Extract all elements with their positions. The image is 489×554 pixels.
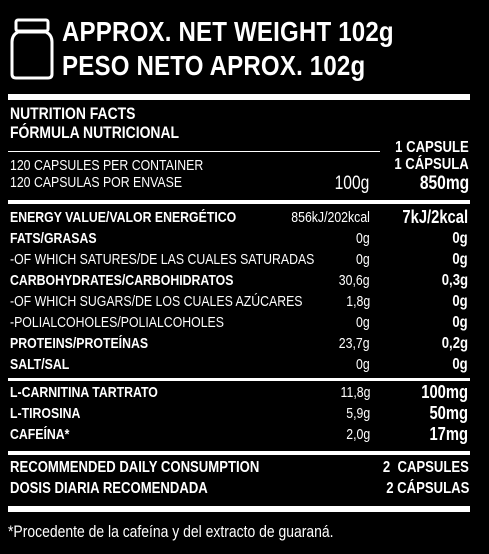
nutrient-per-capsule: 0,2g <box>441 335 468 352</box>
nutrient-row: SALT/SAL 0g 0g <box>8 354 470 375</box>
nutrient-row: PROTEINS/PROTEÍNAS 23,7g 0,2g <box>8 333 470 354</box>
title-divider <box>8 151 380 152</box>
capsules-per-container-es: 120 CAPSULAS POR ENVASE <box>10 174 183 191</box>
ingredient-per-capsule: 17mg <box>429 424 468 444</box>
nutrient-per100: 856kJ/202kcal <box>291 209 370 226</box>
net-weight-en: APPROX. NET WEIGHT 102g <box>62 16 394 47</box>
ingredient-row: L-TIROSINA 5,9g 50mg <box>8 403 470 424</box>
serving-size-es: 1 CÁPSULA <box>394 156 469 173</box>
nutrient-label: -POLIALCOHOLES/POLIALCOHOLES <box>10 314 224 331</box>
nutrient-per-capsule: 0g <box>452 251 468 268</box>
nutrient-row: FATS/GRASAS 0g 0g <box>8 228 470 249</box>
nutrient-row: CARBOHYDRATES/CARBOHIDRATOS 30,6g 0,3g <box>8 270 470 291</box>
nutrient-row: ENERGY VALUE/VALOR ENERGÉTICO 856kJ/202k… <box>8 207 470 228</box>
ingredient-label: CAFEÍNA* <box>10 426 70 443</box>
nutrient-per-capsule: 0,3g <box>441 272 468 289</box>
nutrient-per100: 0g <box>356 356 370 373</box>
nutrient-label: ENERGY VALUE/VALOR ENERGÉTICO <box>10 209 237 226</box>
serving-size-en: 1 CAPSULE <box>395 139 469 156</box>
nutrient-per100: 23,7g <box>339 335 370 352</box>
ingredient-row: CAFEÍNA* 2,0g 17mg <box>8 424 470 445</box>
nutrient-label: SALT/SAL <box>10 356 70 373</box>
nutrient-per-capsule: 0g <box>452 314 468 331</box>
facts-title-en: NUTRITION FACTS <box>10 104 136 123</box>
footnote: *Procedente de la cafeína y del extracto… <box>8 522 334 541</box>
dosage-label-es: DOSIS DIARIA RECOMENDADA <box>10 480 208 497</box>
nutrient-row: -OF WHICH SUGARS/DE LOS CUALES AZÚCARES … <box>8 291 470 312</box>
dosage-value-en: 2 CAPSULES <box>382 459 469 476</box>
per-100g-header: 100g <box>334 173 369 194</box>
nutrient-per100: 0g <box>356 314 370 331</box>
nutrient-per-capsule: 0g <box>452 230 468 247</box>
ingredient-per100: 2,0g <box>346 426 370 443</box>
net-weight-es: PESO NETO APROX. 102g <box>62 50 366 81</box>
nutrient-per100: 0g <box>356 251 370 268</box>
nutrient-label: FATS/GRASAS <box>10 230 97 247</box>
ingredients-divider <box>8 451 470 455</box>
nutrient-per-capsule: 0g <box>452 356 468 373</box>
nutrient-per-capsule: 7kJ/2kcal <box>402 207 468 227</box>
nutrient-row: -OF WHICH SATURES/DE LAS CUALES SATURADA… <box>8 249 470 270</box>
nutrient-label: CARBOHYDRATES/CARBOHIDRATOS <box>10 272 234 289</box>
ingredient-label: L-CARNITINA TARTRATO <box>10 384 158 401</box>
ingredient-per100: 5,9g <box>346 405 370 422</box>
top-thick-rule <box>8 94 470 100</box>
header-thick-rule <box>8 200 470 204</box>
dosage-value-es: 2 CÁPSULAS <box>385 480 469 497</box>
capsules-per-container-en: 120 CAPSULES PER CONTAINER <box>10 157 204 174</box>
nutrient-label: -OF WHICH SATURES/DE LAS CUALES SATURADA… <box>10 251 315 268</box>
nutrient-per100: 1,8g <box>346 293 370 310</box>
bottom-thick-rule <box>8 506 470 512</box>
ingredient-per-capsule: 100mg <box>421 382 468 402</box>
dosage-label-en: RECOMMENDED DAILY CONSUMPTION <box>10 459 260 476</box>
ingredient-per100: 11,8g <box>340 384 370 401</box>
facts-title-es: FÓRMULA NUTRICIONAL <box>10 123 180 142</box>
nutrient-per100: 30,6g <box>339 272 370 289</box>
nutrient-row: -POLIALCOHOLES/POLIALCOHOLES 0g 0g <box>8 312 470 333</box>
nutrient-label: PROTEINS/PROTEÍNAS <box>10 335 149 352</box>
nutrient-label: -OF WHICH SUGARS/DE LOS CUALES AZÚCARES <box>10 293 303 310</box>
ingredient-row: L-CARNITINA TARTRATO 11,8g 100mg <box>8 382 470 403</box>
ingredient-per-capsule: 50mg <box>429 403 468 423</box>
per-capsule-header: 850mg <box>419 173 469 194</box>
nutrient-per-capsule: 0g <box>452 293 468 310</box>
jar-icon <box>10 18 54 80</box>
nutrient-per100: 0g <box>356 230 370 247</box>
ingredient-label: L-TIROSINA <box>10 405 81 422</box>
nutrients-divider <box>8 378 470 381</box>
